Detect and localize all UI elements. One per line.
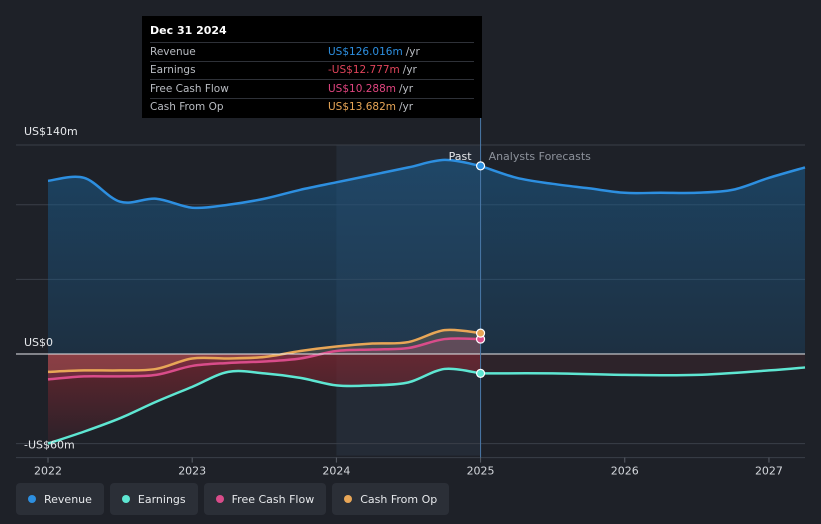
tooltip-date: Dec 31 2024 [150, 24, 227, 37]
cash-from-op-marker [475, 328, 486, 338]
earnings-forecast-line [480, 366, 806, 377]
x-tick-label: 2022 [34, 465, 62, 475]
tooltip-row-label: Cash From Op [150, 101, 224, 114]
legend-dot-icon [215, 495, 224, 503]
earnings-line [47, 367, 481, 445]
data-tooltip: Dec 31 2024 Revenue US$126.016m/yr Earning… [142, 16, 482, 118]
x-tick-label: 2026 [611, 465, 639, 475]
tooltip-row-label: Earnings [150, 64, 196, 77]
revenue-area [48, 159, 805, 354]
tooltip-row: Cash From Op US$13.682m/yr [150, 97, 474, 117]
chart-canvas: US$140m US$0 -US$60m Past Analysts Forec… [16, 118, 806, 475]
y-label-zero: US$0 [24, 336, 53, 349]
tooltip-row-unit: /yr [399, 82, 414, 95]
revenue-line [47, 158, 481, 210]
legend-dot-icon [121, 495, 130, 503]
tooltip-row-label: Free Cash Flow [150, 82, 229, 95]
x-tick-label: 2023 [178, 465, 206, 475]
tooltip-row-unit: /yr [405, 45, 420, 58]
free-cash-flow-line [47, 337, 481, 381]
y-label-top: US$140m [24, 125, 78, 138]
x-tick-label: 2027 [755, 465, 783, 475]
legend-item-revenue[interactable]: Revenue [16, 483, 104, 515]
earnings-forecast-area [480, 354, 805, 376]
legend-label: Revenue [44, 492, 92, 506]
tooltip-row: Earnings -US$12.777m/yr [150, 60, 474, 80]
tooltip-row-label: Revenue [150, 45, 196, 58]
tooltip-row-value: US$10.288m [328, 82, 396, 95]
legend-dot-icon [344, 495, 353, 503]
cash-from-op-area [48, 329, 481, 372]
tooltip-row-value: -US$12.777m [328, 64, 400, 77]
earnings-marker [475, 368, 486, 379]
y-label-bottom: -US$60m [24, 439, 75, 452]
cash-from-op-line [47, 328, 481, 374]
chart-legend: Revenue Earnings Free Cash Flow Cash From O… [16, 483, 450, 515]
forecast-label: Analysts Forecasts [489, 150, 592, 163]
x-axis-ticks: 2022 2023 2024 2025 2026 2027 [34, 457, 783, 475]
legend-dot-icon [28, 495, 36, 503]
tooltip-row-value: US$13.682m [328, 101, 396, 114]
series-lines [47, 158, 806, 445]
legend-label: Free Cash Flow [231, 492, 315, 506]
legend-item-earnings[interactable]: Earnings [109, 483, 198, 515]
revenue-forecast-line [480, 164, 806, 195]
revenue-marker [475, 161, 486, 171]
x-tick-label: 2025 [467, 465, 495, 475]
legend-label: Earnings [137, 492, 186, 506]
earnings-area [48, 354, 481, 444]
x-tick-label: 2024 [322, 465, 350, 475]
legend-item-cash-from-op[interactable]: Cash From Op [332, 483, 450, 515]
legend-item-free-cash-flow[interactable]: Free Cash Flow [203, 483, 327, 515]
past-label: Past [449, 150, 473, 163]
legend-label: Cash From Op [360, 492, 438, 506]
tooltip-row: Revenue US$126.016m/yr [150, 42, 474, 61]
endpoint-markers [475, 161, 486, 379]
tooltip-row-value: US$126.016m [328, 45, 403, 58]
tooltip-row: Free Cash Flow US$10.288m/yr [150, 79, 474, 98]
tooltip-row-unit: /yr [402, 64, 417, 77]
tooltip-row-unit: /yr [399, 101, 414, 114]
